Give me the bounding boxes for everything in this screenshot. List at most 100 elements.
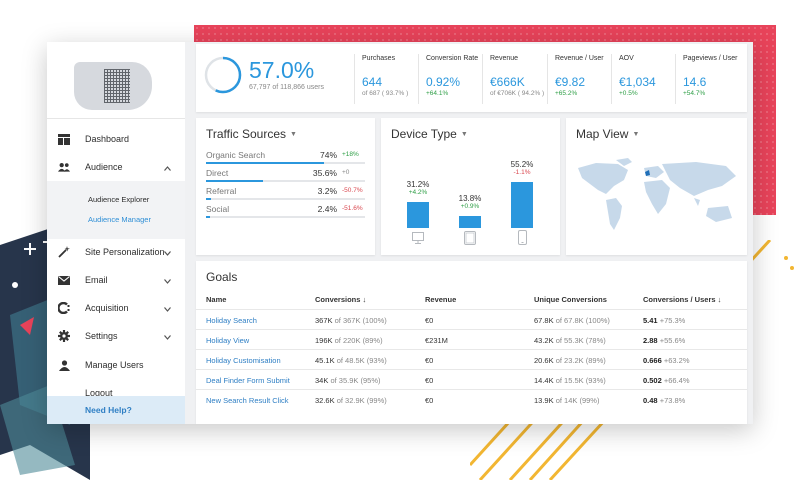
tablet-icon <box>464 231 476 245</box>
metric-aov: AOV €1,034 +0.5% <box>619 54 681 97</box>
metric-title: Purchases <box>362 55 396 62</box>
sidebar-item-label: Manage Users <box>85 360 144 370</box>
sidebar-item-label: Audience <box>85 162 123 172</box>
users-icon <box>58 161 70 173</box>
sidebar-item-label: Settings <box>85 331 118 341</box>
magic-wand-icon <box>58 246 70 258</box>
sidebar-item-acquisition[interactable]: Acquisition <box>47 294 185 322</box>
goal-name-link[interactable]: New Search Result Click <box>206 396 289 405</box>
world-map[interactable] <box>576 158 739 238</box>
map-highlight-region[interactable] <box>645 170 650 176</box>
goal-name-link[interactable]: Holiday Customisation <box>206 356 281 365</box>
kpi-summary-bar: 57.0% 67,797 of 118,866 users Purchases … <box>196 44 747 112</box>
column-header-unique-conversions[interactable]: Unique Conversions <box>534 295 607 304</box>
goal-cpu-change: +73.8% <box>659 396 686 405</box>
device-bar-tablet <box>459 216 481 228</box>
metric-conversion-rate: Conversion Rate 0.92% +64.1% <box>426 54 488 97</box>
goal-conversions-per-user: 2.88 +55.6% <box>643 336 685 345</box>
metric-value: 644 <box>362 75 383 89</box>
sidebar-item-label: Dashboard <box>85 134 130 144</box>
main-conversion-sub: 67,797 of 118,866 users <box>249 84 324 91</box>
device-type-dropdown[interactable]: Device Type ▼ <box>391 127 468 141</box>
traffic-bar-fill <box>206 180 263 182</box>
sidebar-item-label: Site Personalization <box>85 247 165 257</box>
goal-conversions-value: 45.1K <box>315 356 335 365</box>
traffic-bar-fill <box>206 162 324 164</box>
sidebar-item-logout[interactable]: Logout <box>47 379 185 407</box>
traffic-sources-title: Traffic Sources <box>206 127 287 141</box>
traffic-row: Organic Search 74% +18% <box>206 150 367 168</box>
audience-submenu: Audience Explorer Audience Manager <box>47 181 185 239</box>
metric-change: +65.2% <box>555 90 578 97</box>
goal-name-link[interactable]: Deal Finder Form Submit <box>206 376 290 385</box>
logo-area[interactable] <box>47 42 185 119</box>
map-view-dropdown[interactable]: Map View ▼ <box>576 127 639 141</box>
device-pct: 55.2% <box>510 160 534 169</box>
logo-icon <box>104 69 130 103</box>
goal-conversions: 196K of 220K (89%) <box>315 336 383 345</box>
sidebar-item-manage-users[interactable]: Manage Users <box>47 351 185 379</box>
metric-title: Revenue <box>490 55 519 62</box>
goal-unique-conversions: 67.8K of 67.8K (100%) <box>534 316 610 325</box>
device-change: +4.2% <box>408 189 428 196</box>
goal-conversions-per-user: 0.48 +73.8% <box>643 396 685 405</box>
column-header-revenue[interactable]: Revenue <box>425 295 457 304</box>
metric-title: Revenue / User <box>555 55 604 62</box>
metric-revenue-per-user: Revenue / User €9.82 +65.2% <box>555 54 617 97</box>
device-label-desktop: 31.2% +4.2% <box>398 180 438 196</box>
submenu-item-audience-manager[interactable]: Audience Manager <box>88 215 151 224</box>
goal-unique-conversions: 43.2K of 55.3K (78%) <box>534 336 606 345</box>
goal-name-link[interactable]: Holiday Search <box>206 316 257 325</box>
traffic-source-name: Direct <box>206 168 229 178</box>
metric-title: Pageviews / User <box>683 55 738 62</box>
goal-unique-of: of 15.5K (93%) <box>555 376 606 385</box>
need-help-button[interactable]: Need Help? <box>47 396 185 424</box>
goal-revenue: €0 <box>425 356 434 365</box>
sidebar-item-dashboard[interactable]: Dashboard <box>47 125 185 153</box>
traffic-source-change: -50.7% <box>342 187 363 194</box>
column-header-conversions[interactable]: Conversions ↓ <box>315 295 367 304</box>
metric-title: Conversion Rate <box>426 55 479 62</box>
sidebar-item-email[interactable]: Email <box>47 266 185 294</box>
submenu-item-audience-explorer[interactable]: Audience Explorer <box>88 195 150 204</box>
goal-revenue: €0 <box>425 376 434 385</box>
user-icon <box>58 359 70 371</box>
goal-conversions: 34K of 35.9K (95%) <box>315 376 380 385</box>
divider <box>547 54 548 104</box>
goal-conversions-value: 196K <box>315 336 333 345</box>
goal-unique-value: 43.2K <box>534 336 554 345</box>
device-pct: 31.2% <box>406 180 430 189</box>
traffic-bar-track <box>206 180 365 182</box>
gear-icon <box>58 330 70 342</box>
sidebar-item-audience[interactable]: Audience <box>47 153 185 181</box>
traffic-source-pct: 35.6% <box>312 168 337 178</box>
traffic-bar-track <box>206 198 365 200</box>
traffic-sources-dropdown[interactable]: Traffic Sources ▼ <box>206 127 297 141</box>
sidebar-item-settings[interactable]: Settings <box>47 322 185 350</box>
metric-change: +54.7% <box>683 90 706 97</box>
goal-unique-conversions: 20.6K of 23.2K (89%) <box>534 356 606 365</box>
traffic-row: Social 2.4% -51.6% <box>206 204 367 222</box>
device-label-tablet: 13.8% +0.9% <box>450 194 490 210</box>
device-type-panel: Device Type ▼ 31.2% +4.2% 13.8% +0.9% 55.2% -1… <box>381 118 560 255</box>
goal-conversions-value: 34K <box>315 376 329 385</box>
goal-cpu-value: 0.502 <box>643 376 662 385</box>
divider <box>675 54 676 104</box>
goal-cpu-value: 0.48 <box>643 396 658 405</box>
goal-conversions-of: of 220K (89%) <box>334 336 383 345</box>
sidebar-item-site-personalization[interactable]: Site Personalization <box>47 238 185 266</box>
column-header-name[interactable]: Name <box>206 295 227 304</box>
goal-unique-of: of 55.3K (78%) <box>555 336 606 345</box>
goal-cpu-change: +55.6% <box>659 336 686 345</box>
conversion-progress-ring <box>204 56 242 94</box>
goal-conversions-value: 32.6K <box>315 396 335 405</box>
map-view-title: Map View <box>576 127 629 141</box>
sidebar-item-label: Email <box>85 275 108 285</box>
traffic-sources-panel: Traffic Sources ▼ Organic Search 74% +18%… <box>196 118 375 255</box>
goal-revenue: €0 <box>425 396 434 405</box>
goal-name-link[interactable]: Holiday View <box>206 336 250 345</box>
chevron-down-icon <box>164 249 171 256</box>
sidebar-item-label: Acquisition <box>85 303 129 313</box>
column-header-conversions-per-user[interactable]: Conversions / Users ↓ <box>643 295 722 304</box>
divider <box>418 54 419 104</box>
